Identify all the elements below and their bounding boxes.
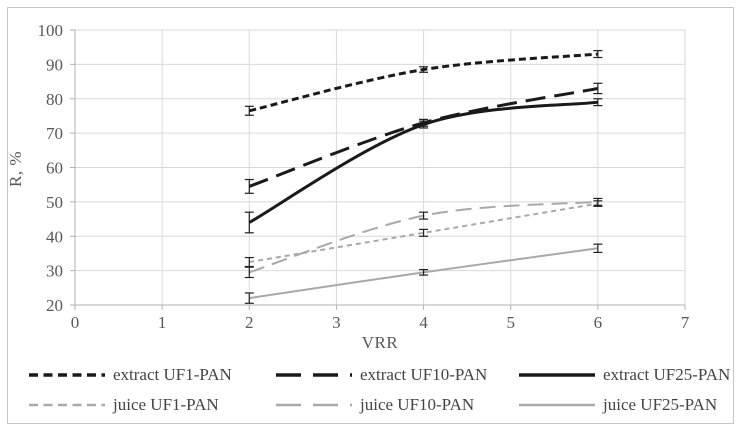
x-tick-label: 2 — [245, 313, 254, 332]
legend-label: extract UF10-PAN — [360, 365, 488, 384]
legend-item-juice-uf1-pan: juice UF1-PAN — [28, 394, 275, 416]
legend-line-sample — [518, 400, 596, 410]
legend-line-sample — [518, 370, 596, 380]
figure-border — [7, 7, 734, 424]
legend-label: extract UF25-PAN — [603, 365, 731, 384]
x-tick-label: 4 — [419, 313, 428, 332]
legend-line-sample — [28, 400, 106, 410]
chart-legend: extract UF1-PAN extract UF10-PAN extract U… — [28, 364, 734, 416]
legend-item-extract-uf25-pan: extract UF25-PAN — [518, 364, 734, 386]
legend-label: extract UF1-PAN — [113, 365, 232, 384]
x-tick-label: 7 — [681, 313, 690, 332]
y-tick-label: 40 — [46, 227, 63, 246]
legend-label: juice UF25-PAN — [603, 395, 718, 414]
legend-line-sample — [28, 370, 106, 380]
legend-label: juice UF10-PAN — [360, 395, 475, 414]
y-tick-label: 80 — [46, 90, 63, 109]
legend-label: juice UF1-PAN — [113, 395, 219, 414]
y-tick-label: 90 — [46, 55, 63, 74]
legend-line-sample — [275, 370, 353, 380]
y-tick-label: 100 — [38, 21, 64, 40]
x-tick-label: 6 — [594, 313, 603, 332]
x-axis-title: VRR — [361, 333, 399, 352]
legend-item-juice-uf25-pan: juice UF25-PAN — [518, 394, 734, 416]
legend-item-extract-uf1-pan: extract UF1-PAN — [28, 364, 275, 386]
y-tick-label: 70 — [46, 124, 63, 143]
y-tick-label: 30 — [46, 262, 63, 281]
legend-item-extract-uf10-pan: extract UF10-PAN — [275, 364, 518, 386]
y-tick-label: 60 — [46, 159, 63, 178]
y-axis-title: R, % — [6, 151, 25, 187]
legend-line-sample — [275, 400, 353, 410]
x-tick-label: 3 — [332, 313, 341, 332]
x-tick-label: 1 — [158, 313, 167, 332]
x-tick-label: 0 — [71, 313, 80, 332]
legend-item-juice-uf10-pan: juice UF10-PAN — [275, 394, 518, 416]
y-tick-label: 50 — [46, 193, 63, 212]
y-tick-label: 20 — [46, 296, 63, 315]
x-tick-label: 5 — [506, 313, 515, 332]
